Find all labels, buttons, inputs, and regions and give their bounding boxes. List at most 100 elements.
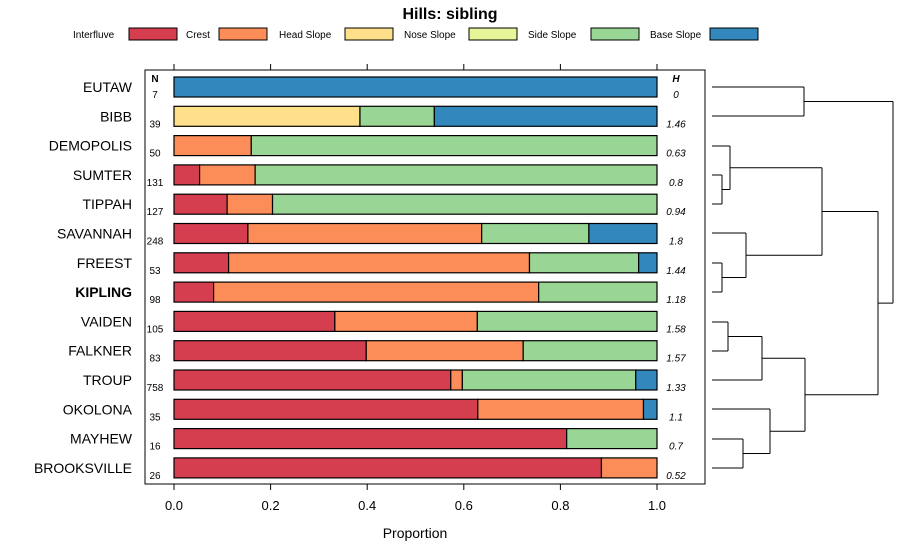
legend-swatch — [128, 27, 178, 41]
row-n-value: 98 — [149, 295, 161, 306]
bar-row: OKOLONA 35 1.1 — [63, 398, 683, 423]
bar-segment — [433, 105, 658, 127]
row-label: VAIDEN — [81, 313, 132, 329]
row-n-value: 50 — [149, 149, 161, 160]
row-label: OKOLONA — [63, 401, 133, 417]
bar-segment — [528, 252, 640, 274]
row-n-value: 35 — [149, 412, 161, 423]
row-h-value: 1.8 — [669, 237, 683, 248]
legend-label: Nose Slope — [404, 30, 456, 41]
bar-segment — [635, 369, 658, 391]
dendrogram-branch — [712, 174, 723, 205]
row-h-value: 0.8 — [669, 178, 683, 189]
row-n-value: 53 — [149, 266, 161, 277]
bar-segment — [588, 222, 658, 245]
plot-panel — [144, 69, 706, 485]
bar-row: EUTAW 7 0 — [83, 76, 679, 101]
legend-label: Head Slope — [279, 30, 332, 41]
bar-segment — [173, 105, 361, 127]
legend-label: Base Slope — [650, 30, 702, 41]
bar-segment — [522, 340, 658, 362]
row-n-value: 127 — [147, 207, 164, 218]
row-n-value: 248 — [147, 237, 164, 248]
bar-row: TROUP 758 1.33 — [83, 369, 686, 394]
bar-segment — [538, 281, 658, 303]
bar-segment — [461, 369, 637, 391]
bar-row: FALKNER 83 1.57 — [68, 340, 686, 365]
bar-segment — [173, 193, 228, 215]
row-h-value: 0 — [673, 90, 679, 101]
row-label: MAYHEW — [70, 431, 133, 447]
bar-segment — [476, 310, 658, 332]
dendrogram-branch — [712, 336, 763, 381]
row-n-value: 26 — [149, 471, 161, 482]
n-header: N — [151, 74, 158, 85]
bar-segment — [173, 222, 249, 245]
bar-segment — [173, 252, 230, 274]
bar-row: TIPPAH 127 0.94 — [82, 193, 686, 218]
x-axis-title: Proportion — [383, 525, 448, 541]
dendrogram-branch — [762, 357, 806, 432]
row-n-value: 131 — [147, 178, 164, 189]
legend-label: Side Slope — [528, 30, 577, 41]
row-n-value: 39 — [149, 119, 161, 130]
bar-row: KIPLING 98 1.18 — [75, 281, 686, 306]
x-tick-label: 0.0 — [165, 498, 183, 513]
legend-swatch — [468, 27, 518, 41]
chart-title: Hills: sibling — [402, 6, 497, 23]
row-h-value: 1.1 — [669, 412, 683, 423]
legend: Interfluve Crest Head Slope Nose Slope Side … — [73, 27, 759, 41]
bar-row: BROOKSVILLE 26 0.52 — [34, 457, 686, 482]
legend-label: Crest — [186, 30, 210, 41]
dendrogram-branch — [712, 232, 747, 278]
bar-row: BIBB 39 1.46 — [100, 105, 686, 130]
bar-row: DEMOPOLIS 50 0.63 — [49, 135, 686, 160]
x-tick-label: 0.8 — [551, 498, 569, 513]
bar-segment — [173, 76, 658, 98]
dendrogram-branch — [712, 438, 744, 469]
bar-segment — [250, 135, 658, 157]
bar-segment — [227, 252, 531, 274]
x-tick-label: 0.6 — [455, 498, 473, 513]
row-h-value: 1.46 — [666, 119, 686, 130]
legend-swatch — [590, 27, 640, 41]
bar-segment — [365, 340, 524, 362]
bar-segment — [638, 252, 658, 274]
legend-swatch — [218, 27, 268, 41]
row-h-value: 1.58 — [666, 324, 686, 335]
dendrogram-branch — [805, 211, 879, 396]
h-header: H — [672, 74, 680, 85]
row-label: BIBB — [100, 108, 132, 124]
row-n-value: 16 — [149, 442, 161, 453]
bar-segment — [450, 369, 463, 391]
bar-segment — [173, 369, 452, 391]
bar-segment — [642, 398, 658, 420]
row-n-value: 105 — [147, 324, 164, 335]
row-h-value: 0.63 — [666, 149, 686, 160]
dendrogram-branch — [730, 167, 823, 256]
bar-segment — [173, 428, 568, 450]
dendrogram-branch — [804, 101, 894, 304]
row-label: KIPLING — [75, 284, 132, 300]
legend-swatch — [709, 27, 759, 41]
x-tick-label: 0.2 — [262, 498, 280, 513]
row-h-value: 1.33 — [666, 383, 686, 394]
row-n-value: 758 — [147, 383, 164, 394]
bar-segment — [254, 164, 658, 186]
bar-segment — [173, 135, 252, 157]
row-h-value: 1.18 — [666, 295, 686, 306]
bar-segment — [600, 457, 658, 479]
bar-segment — [173, 457, 603, 479]
bar-segment — [173, 340, 367, 362]
bar-segment — [226, 193, 274, 215]
bar-row: MAYHEW 16 0.7 — [70, 428, 683, 453]
dendrogram-branch — [712, 145, 731, 190]
row-h-value: 1.44 — [666, 266, 686, 277]
bar-segment — [481, 222, 590, 245]
row-h-value: 1.57 — [666, 354, 686, 365]
row-h-value: 0.52 — [666, 471, 686, 482]
bar-segment — [198, 164, 256, 186]
bar-row: SAVANNAH 248 1.8 — [57, 222, 683, 248]
x-axis: 0.0 0.2 0.4 0.6 0.8 1.0 — [165, 64, 666, 513]
